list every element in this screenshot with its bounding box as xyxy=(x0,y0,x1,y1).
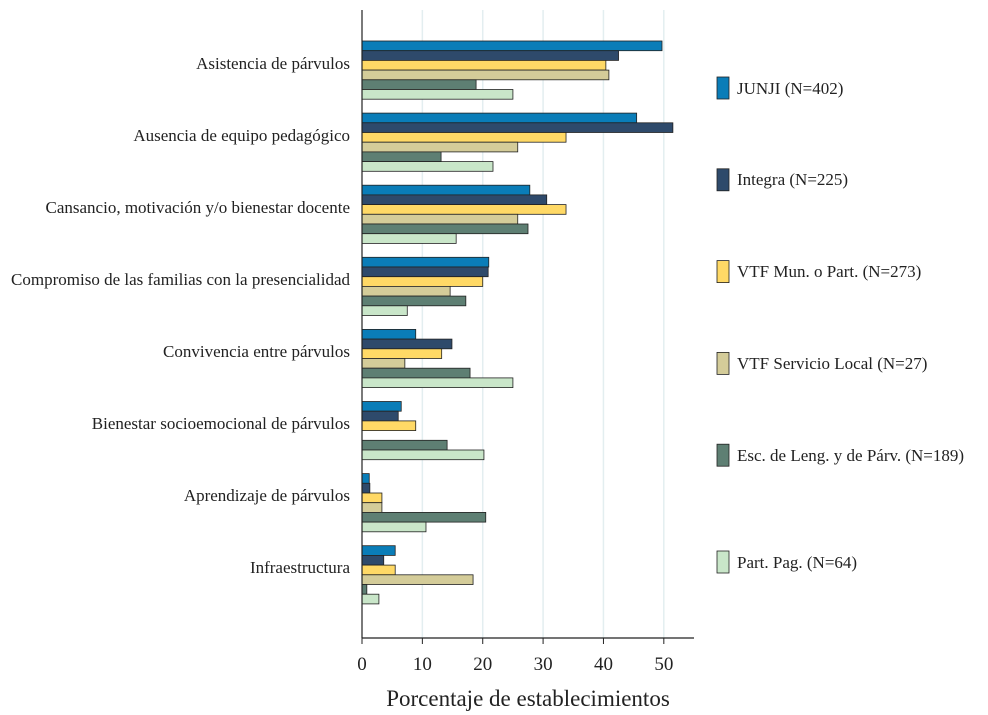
legend-swatch xyxy=(716,443,730,467)
bar xyxy=(361,401,402,412)
bar xyxy=(361,223,529,235)
bar xyxy=(361,338,453,350)
bar xyxy=(361,512,487,523)
bar xyxy=(361,584,368,595)
x-tick-label: 10 xyxy=(413,654,432,675)
legend-label: Part. Pag. (N=64) xyxy=(737,552,858,572)
bar xyxy=(361,521,427,533)
bar xyxy=(361,69,610,81)
category-label: Infraestructura xyxy=(249,558,350,578)
bar xyxy=(361,151,442,162)
bar xyxy=(361,276,484,287)
bar xyxy=(361,502,383,513)
bar xyxy=(361,50,619,61)
bar xyxy=(361,439,448,451)
category-label: Asistencia de párvulos xyxy=(196,53,350,73)
category-label: Aprendizaje de párvulos xyxy=(183,486,350,506)
bar xyxy=(361,482,371,494)
bar xyxy=(361,358,406,369)
legend-swatch xyxy=(716,351,730,375)
x-tick-label: 30 xyxy=(534,654,553,675)
bar xyxy=(361,233,457,244)
bar xyxy=(361,593,380,605)
legend-swatch xyxy=(716,76,730,100)
bar xyxy=(361,60,607,71)
category-label: Ausencia de equipo pedagógico xyxy=(133,125,350,145)
legend-swatch xyxy=(716,550,730,574)
category-label: Compromiso de las familias con la presen… xyxy=(11,269,350,289)
bar xyxy=(361,492,383,504)
x-tick-label: 40 xyxy=(594,654,613,675)
category-label: Convivencia entre párvulos xyxy=(163,342,350,361)
x-axis-label: Porcentaje de establecimientos xyxy=(386,686,670,711)
bar xyxy=(361,266,489,278)
bar xyxy=(361,367,471,379)
bar xyxy=(361,213,519,225)
bar xyxy=(361,204,567,215)
bar xyxy=(361,122,674,133)
legend-label: VTF Mun. o Part. (N=273) xyxy=(737,262,922,282)
bar xyxy=(361,112,638,124)
category-label: Bienestar socioemocional de párvulos xyxy=(91,414,350,434)
bar xyxy=(361,555,385,566)
legend-swatch xyxy=(716,168,730,192)
legend-label: Integra (N=225) xyxy=(737,170,849,190)
bar xyxy=(361,545,396,556)
legend-label: VTF Servicio Local (N=27) xyxy=(737,353,928,373)
bar xyxy=(361,132,567,143)
category-label: Cansancio, motivación y/o bienestar doce… xyxy=(45,197,351,217)
legend-swatch xyxy=(716,260,730,284)
bar xyxy=(361,40,663,52)
bar xyxy=(361,410,399,422)
bar xyxy=(361,161,494,172)
bar xyxy=(361,194,548,205)
bar xyxy=(361,420,417,431)
bar xyxy=(361,377,514,388)
bar xyxy=(361,348,443,359)
bar xyxy=(361,473,370,484)
bar xyxy=(361,328,417,340)
bar xyxy=(361,564,396,576)
bar xyxy=(361,79,477,90)
legend-label: JUNJI (N=402) xyxy=(737,78,844,98)
bar xyxy=(361,285,451,297)
x-tick-label: 0 xyxy=(357,654,367,675)
x-tick-label: 20 xyxy=(473,654,492,675)
bar xyxy=(361,256,490,268)
bar xyxy=(361,574,474,585)
bar xyxy=(361,89,514,100)
bar xyxy=(361,305,408,316)
bar xyxy=(361,295,467,307)
legend-label: Esc. de Leng. y de Párv. (N=189) xyxy=(737,445,965,465)
bar xyxy=(361,184,531,196)
bar xyxy=(361,449,485,461)
bar xyxy=(361,141,519,153)
x-tick-label: 50 xyxy=(654,654,673,675)
